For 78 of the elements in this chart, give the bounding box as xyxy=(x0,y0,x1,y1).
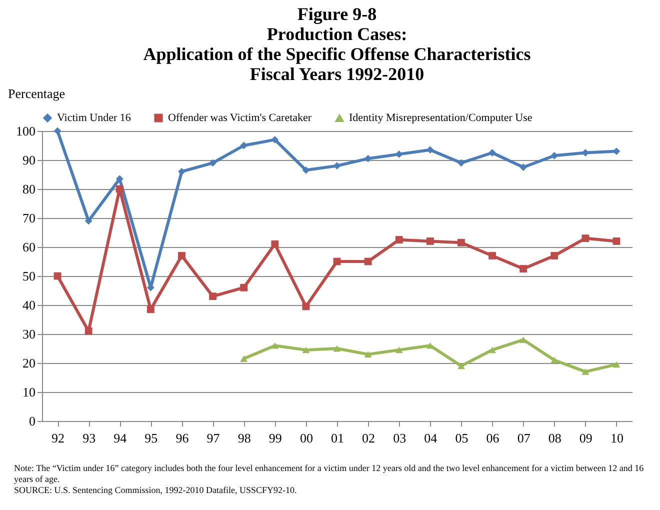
legend-label: Identity Misrepresentation/Computer Use xyxy=(349,112,532,124)
point xyxy=(426,146,434,154)
x-tick-label: 03 xyxy=(393,430,406,446)
point xyxy=(146,306,154,314)
point xyxy=(612,361,620,368)
point xyxy=(209,159,216,167)
point xyxy=(271,342,279,349)
y-tick-label: 0 xyxy=(29,414,36,428)
x-tick-label: 94 xyxy=(114,430,128,446)
point xyxy=(364,258,372,266)
point xyxy=(582,368,590,375)
y-tick-label: 80 xyxy=(22,182,36,196)
point xyxy=(520,265,528,272)
point xyxy=(395,236,403,244)
x-tick-label: 05 xyxy=(455,430,468,446)
x-tick-label: 04 xyxy=(424,430,438,446)
x-tick-label: 02 xyxy=(362,430,376,446)
x-tick-label: 08 xyxy=(548,430,562,446)
text: Note: The “Victim under 16” category includes both the four level enhancement for a victim under 12 years old and the two level enhancement for a victim between 12 and 16 years of age. xyxy=(14,463,645,485)
point xyxy=(209,292,216,300)
x-tick-label: 06 xyxy=(486,430,500,446)
point xyxy=(240,355,248,362)
point xyxy=(302,302,310,310)
point xyxy=(364,154,372,162)
point xyxy=(582,234,590,242)
point xyxy=(116,185,124,193)
legend-label: Victim Under 16 xyxy=(57,112,132,124)
y-tick-label: 10 xyxy=(22,384,36,400)
y-tick-label: 90 xyxy=(22,152,36,168)
y-tick-label: 50 xyxy=(22,268,36,284)
x-tick-label: 95 xyxy=(144,430,158,446)
point xyxy=(178,168,186,176)
x-tick-label: 01 xyxy=(331,430,344,446)
x-tick-label: 99 xyxy=(268,430,282,446)
y-tick-label: 60 xyxy=(22,240,36,254)
point xyxy=(550,252,558,260)
point xyxy=(426,237,434,245)
point xyxy=(333,162,341,170)
x-tick-label: 07 xyxy=(517,430,531,446)
legend-label: Offender was Victim's Caretaker xyxy=(168,112,312,124)
point xyxy=(302,166,310,174)
point xyxy=(84,217,92,225)
point xyxy=(520,164,528,171)
point xyxy=(488,346,496,354)
chart-title: Figure 9-8 Production Cases: Application of the Specific Offense Characteristics Fiscal Years 1992-2010 xyxy=(143,4,531,84)
x-tick-label: 10 xyxy=(610,430,624,446)
point xyxy=(178,252,186,260)
point xyxy=(458,238,465,246)
point xyxy=(488,149,496,156)
point xyxy=(458,159,465,167)
x-tick-label: 96 xyxy=(176,430,190,446)
point xyxy=(84,327,92,335)
x-tick-label: 93 xyxy=(82,430,96,446)
point xyxy=(612,237,620,245)
point xyxy=(364,351,372,358)
point xyxy=(240,284,248,292)
point xyxy=(271,240,279,248)
source-note: SOURCE: U.S. Sentencing Commission, 1992-2010 Datafile, USSCFY92-10. xyxy=(14,485,298,496)
point xyxy=(395,346,403,354)
point xyxy=(395,150,403,158)
point xyxy=(333,345,341,352)
y-axis-title: Percentage xyxy=(8,86,66,101)
x-tick-label: 92 xyxy=(52,430,65,446)
point xyxy=(550,356,558,364)
point xyxy=(488,252,496,260)
point xyxy=(458,362,465,370)
point xyxy=(54,127,62,135)
x-tick-label: 09 xyxy=(579,430,592,446)
point xyxy=(271,136,279,144)
y-tick-label: 40 xyxy=(22,298,36,312)
y-tick-label: 100 xyxy=(16,124,36,138)
point xyxy=(302,346,310,354)
x-tick-label: 97 xyxy=(206,430,220,446)
y-tick-label: 70 xyxy=(22,210,36,226)
x-tick-label: 98 xyxy=(238,430,251,446)
y-tick-label: 20 xyxy=(22,356,36,370)
x-tick-label: 00 xyxy=(300,430,313,446)
y-tick-label: 30 xyxy=(22,326,36,342)
